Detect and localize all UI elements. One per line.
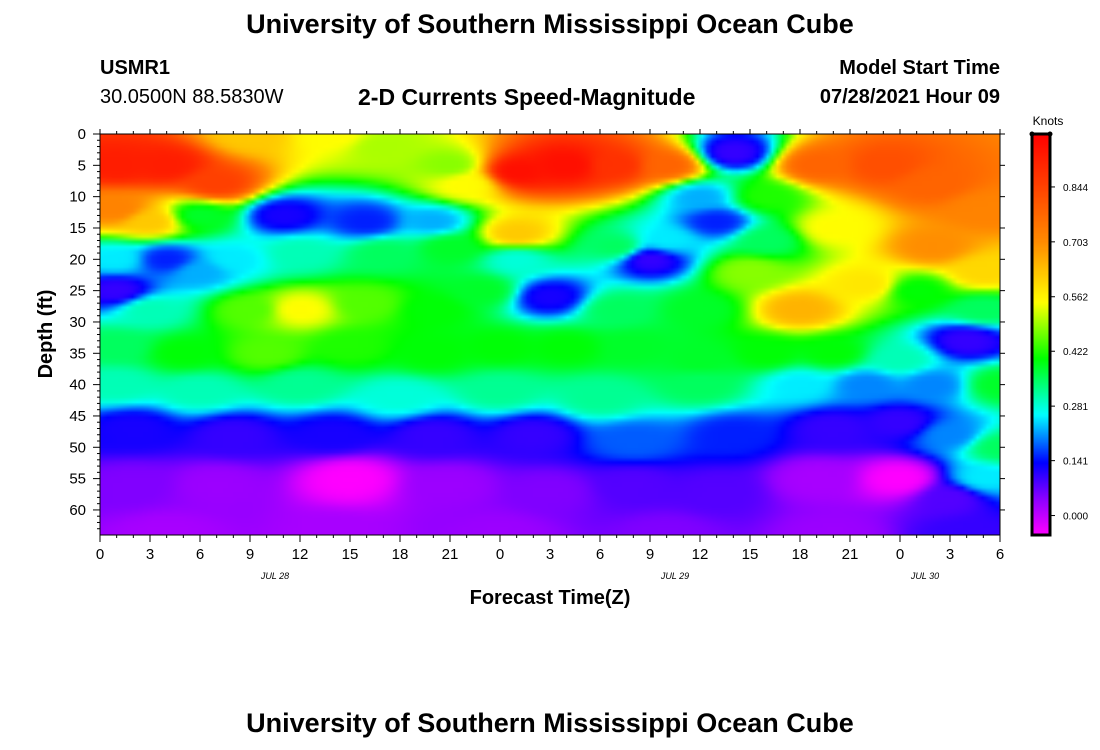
x-tick-label: 3: [546, 546, 554, 563]
x-tick-label: 21: [442, 546, 459, 563]
date-labels: JUL 28 JUL 29 JUL 30: [260, 571, 939, 581]
x-tick-label: 9: [646, 546, 654, 563]
y-tick-label: 20: [69, 251, 86, 268]
colorbar-end-dot: [1029, 131, 1035, 137]
x-tick-label: 0: [496, 546, 504, 563]
colorbar-gradient: [1032, 134, 1050, 535]
x-tick-label: 18: [792, 546, 809, 563]
y-tick-label: 60: [69, 502, 86, 519]
x-tick-label: 6: [196, 546, 204, 563]
x-axis-ticks: 0 3 6 9 12 15 18 21 0 3 6 9 12 15 18 21 0 3 6: [96, 129, 1004, 563]
x-tick-label: 12: [292, 546, 309, 563]
y-axis-ticks: 0 5 10 15 20 25 30 35 40 45 50 55 60: [69, 126, 1005, 530]
x-tick-label: 6: [996, 546, 1004, 563]
y-tick-label: 50: [69, 439, 86, 456]
x-tick-label: 18: [392, 546, 409, 563]
x-tick-label: 15: [742, 546, 759, 563]
page-title: University of Southern Mississippi Ocean…: [246, 9, 854, 39]
colorbar-frame: [1030, 132, 1052, 537]
y-axis-title: Depth (ft): [35, 290, 57, 379]
x-tick-label: 0: [96, 546, 104, 563]
x-axis-title: Forecast Time(Z): [470, 587, 631, 609]
x-tick-label: 12: [692, 546, 709, 563]
x-tick-label: 3: [946, 546, 954, 563]
x-tick-label: 6: [596, 546, 604, 563]
colorbar-tick-label: 0.703: [1063, 238, 1088, 249]
x-tick-label: 15: [342, 546, 359, 563]
station-id: USMR1: [100, 57, 171, 79]
y-tick-label: 25: [69, 283, 86, 300]
x-tick-label: 9: [246, 546, 254, 563]
y-tick-label: 15: [69, 220, 86, 237]
y-tick-label: 40: [69, 377, 86, 394]
date-label: JUL 30: [910, 571, 939, 581]
y-tick-label: 5: [78, 157, 86, 174]
colorbar-tick-label: 0.281: [1063, 402, 1088, 413]
y-tick-label: 30: [69, 314, 86, 331]
model-start-value: 07/28/2021 Hour 09: [819, 86, 1000, 108]
y-tick-label: 55: [69, 471, 86, 488]
x-tick-label: 0: [896, 546, 904, 563]
colorbar-tick-label: 0.562: [1063, 293, 1088, 304]
date-label: JUL 29: [660, 571, 689, 581]
date-label: JUL 28: [260, 571, 289, 581]
station-coordinates: 30.0500N 88.5830W: [100, 86, 284, 108]
y-tick-label: 0: [78, 126, 86, 143]
colorbar-ticks: 0.000 0.141 0.281 0.422 0.562 0.703 0.844: [1029, 131, 1088, 523]
colorbar-tick-label: 0.844: [1063, 183, 1088, 194]
y-tick-label: 10: [69, 189, 86, 206]
heatmap-field: [100, 134, 1000, 535]
plot-subtitle: 2-D Currents Speed-Magnitude: [358, 84, 696, 110]
colorbar-tick-label: 0.422: [1063, 347, 1088, 358]
x-tick-label: 3: [146, 546, 154, 563]
colorbar-label: Knots: [1033, 114, 1064, 128]
model-start-label: Model Start Time: [839, 57, 1000, 79]
colorbar-tick-label: 0.141: [1063, 457, 1088, 468]
footer-title: University of Southern Mississippi Ocean…: [246, 708, 854, 738]
y-tick-label: 35: [69, 345, 86, 362]
y-tick-label: 45: [69, 408, 86, 425]
colorbar-end-dot: [1047, 131, 1053, 137]
colorbar-tick-label: 0.000: [1063, 512, 1088, 523]
x-tick-label: 21: [842, 546, 859, 563]
